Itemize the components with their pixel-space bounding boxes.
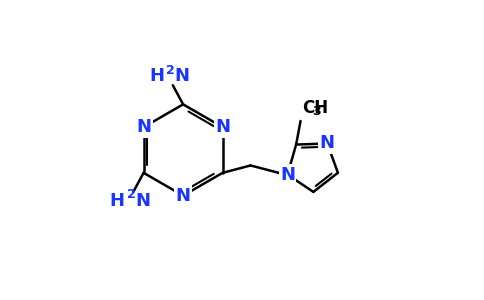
Text: H: H bbox=[109, 192, 124, 210]
Text: N: N bbox=[215, 118, 230, 136]
Text: N: N bbox=[135, 192, 150, 210]
Text: CH: CH bbox=[302, 99, 328, 117]
Text: N: N bbox=[136, 118, 151, 136]
Text: 3: 3 bbox=[312, 105, 321, 118]
Text: N: N bbox=[280, 166, 295, 184]
Text: N: N bbox=[176, 187, 191, 205]
Text: N: N bbox=[320, 134, 335, 152]
Text: H: H bbox=[149, 68, 164, 85]
Text: N: N bbox=[175, 68, 190, 85]
Text: 2: 2 bbox=[127, 188, 136, 201]
Text: 2: 2 bbox=[166, 64, 175, 77]
